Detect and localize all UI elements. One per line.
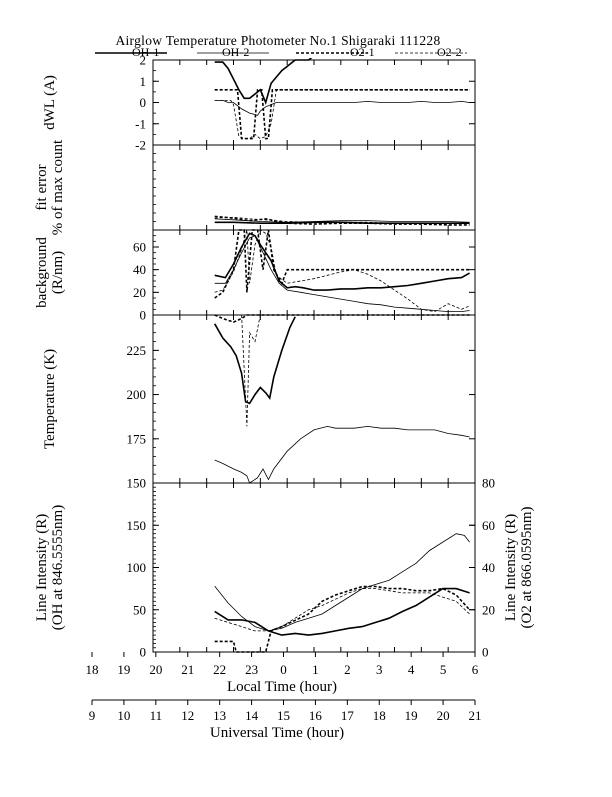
ut-tick-label: 13 <box>213 708 226 723</box>
y-tick-label: 150 <box>127 476 147 491</box>
panel-frame <box>152 482 476 653</box>
series-o2-1 <box>214 585 471 653</box>
series-o2-1 <box>214 314 470 323</box>
series-o2-1 <box>214 229 470 299</box>
panel-frame <box>152 229 476 316</box>
lt-tick-label: 2 <box>344 662 351 677</box>
y-tick-label: 60 <box>133 240 146 255</box>
y-axis-title: Temperature (K) <box>42 349 58 449</box>
ut-tick-label: 18 <box>373 708 386 723</box>
y-axis-title: (R/nm) <box>50 251 66 294</box>
lt-tick-label: 19 <box>117 662 130 677</box>
y-right-tick-label: 60 <box>482 518 495 533</box>
y-right-tick-label: 80 <box>482 476 495 491</box>
lt-tick-label: 23 <box>245 662 258 677</box>
lt-tick-label: 5 <box>440 662 447 677</box>
y-tick-label: 200 <box>127 387 147 402</box>
ut-tick-label: 10 <box>117 708 130 723</box>
y-tick-label: 40 <box>133 262 146 277</box>
y-tick-label: 0 <box>140 645 147 660</box>
panel-fit_error: fit error% of max count <box>34 139 476 235</box>
series-oh-2 <box>214 235 470 313</box>
legend: OH-1 OH-2 O2-1 O2-2 <box>95 45 467 59</box>
y-axis-title: fit error <box>34 164 50 210</box>
y-tick-label: 1 <box>140 74 147 89</box>
panel-temperature: 225 200 175 150 Temperature (K) <box>42 314 476 491</box>
ut-tick-label: 11 <box>150 708 163 723</box>
y-axis-title: (OH at 846.5555nm) <box>50 505 66 630</box>
lt-tick-label: 6 <box>472 662 479 677</box>
y-right-axis-title: (O2 at 866.0595nm) <box>519 506 535 628</box>
series-oh-2 <box>214 533 470 632</box>
ut-axis-title: Universal Time (hour) <box>210 725 344 741</box>
ut-tick-label: 14 <box>245 708 259 723</box>
lt-axis-title: Local Time (hour) <box>227 679 337 695</box>
ut-tick-label: 20 <box>437 708 450 723</box>
ut-tick-label: 9 <box>89 708 96 723</box>
series-o2-2 <box>214 229 470 313</box>
ut-tick-label: 15 <box>277 708 290 723</box>
chart-title: Airglow Temperature Photometer No.1 Shig… <box>115 33 440 48</box>
ut-tick-label: 12 <box>181 708 194 723</box>
y-tick-label: -2 <box>135 138 146 153</box>
panel-frame <box>152 144 476 231</box>
y-tick-label: 0 <box>140 308 147 323</box>
lt-tick-label: 0 <box>280 662 287 677</box>
y-tick-label: 175 <box>127 431 147 446</box>
y-tick-label: 0 <box>140 95 147 110</box>
y-tick-label: 225 <box>127 343 147 358</box>
ut-tick-label: 21 <box>469 708 482 723</box>
y-tick-label: 150 <box>127 518 147 533</box>
ut-tick-label: 17 <box>341 708 355 723</box>
panel-frame <box>152 314 476 484</box>
y-tick-label: 50 <box>133 602 146 617</box>
y-axis-title: Line Intensity (R) <box>34 514 50 621</box>
y-right-tick-label: 0 <box>482 645 489 660</box>
y-right-axis-title: Line Intensity (R) <box>503 514 519 621</box>
series-o2-2 <box>214 89 470 140</box>
series-o2-1 <box>214 215 470 226</box>
lt-tick-label: 20 <box>149 662 162 677</box>
y-right-tick-label: 40 <box>482 560 495 575</box>
lt-tick-label: 21 <box>181 662 194 677</box>
y-tick-label: -1 <box>135 116 146 131</box>
legend-label: OH-1 <box>132 45 159 59</box>
y-tick-label: 2 <box>140 53 147 68</box>
ut-tick-label: 16 <box>309 708 323 723</box>
lt-tick-label: 22 <box>213 662 226 677</box>
y-axis-title: dWL (A) <box>42 75 58 130</box>
y-tick-label: 20 <box>133 285 146 300</box>
lt-tick-label: 18 <box>86 662 99 677</box>
panel-dwl: 2 1 0 -1 -2 dWL (A) <box>42 53 476 153</box>
y-tick-label: 100 <box>127 560 147 575</box>
series-oh-1 <box>214 316 296 405</box>
y-axis-title: % of max count <box>50 139 66 235</box>
legend-label: O2-1 <box>350 45 375 59</box>
y-axis-title: background <box>34 237 50 308</box>
series-oh-2 <box>214 100 470 116</box>
lt-tick-label: 3 <box>376 662 383 677</box>
chart-panels: 2 1 0 -1 -2 dWL (A) fit error% of max count 60 4… <box>34 53 535 660</box>
legend-label: OH-2 <box>222 45 249 59</box>
series-oh-1 <box>214 232 470 291</box>
series-oh-1 <box>214 58 313 105</box>
series-oh-1 <box>214 587 470 636</box>
series-oh-2 <box>214 425 470 484</box>
series-o2-2 <box>214 216 470 224</box>
panel-background: 60 40 20 0 background (R/nm) <box>34 229 476 323</box>
legend-label: O2-2 <box>437 45 462 59</box>
lt-tick-label: 4 <box>408 662 415 677</box>
series-o2-2 <box>214 588 470 632</box>
lt-tick-label: 1 <box>312 662 319 677</box>
y-right-tick-label: 20 <box>482 602 495 617</box>
ut-tick-label: 19 <box>405 708 418 723</box>
